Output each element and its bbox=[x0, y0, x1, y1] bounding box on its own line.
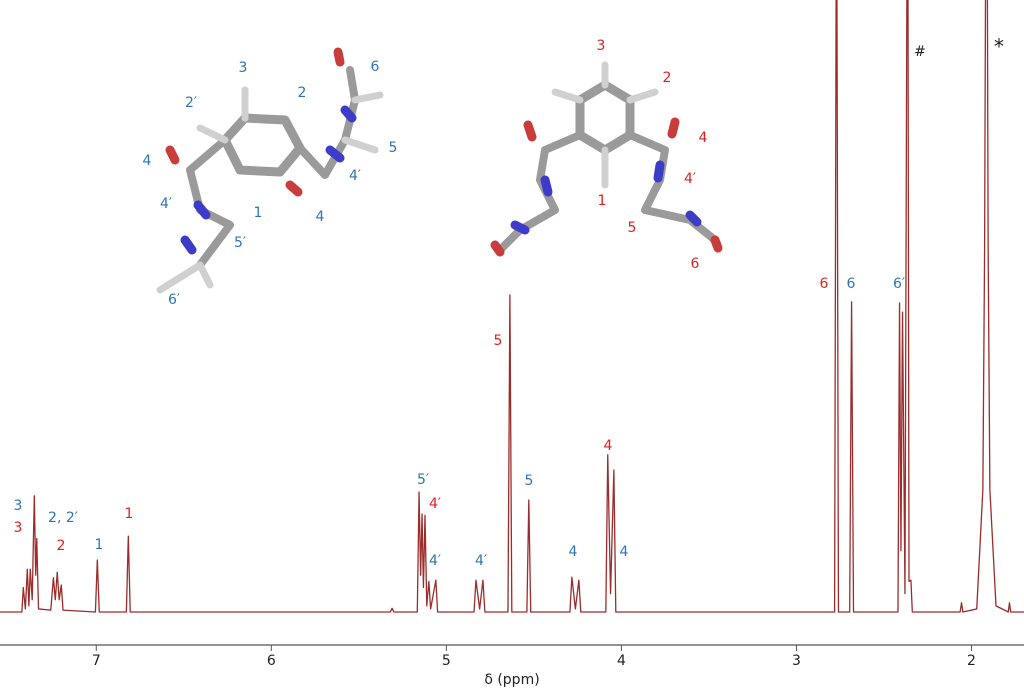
annotation: 4′ bbox=[429, 496, 441, 512]
x-tick-label: 5 bbox=[442, 653, 451, 669]
annotation: 3 bbox=[14, 498, 23, 514]
annotation: 1 bbox=[95, 537, 104, 553]
annotation: 2, 2′ bbox=[48, 510, 78, 526]
annotation: 6 bbox=[691, 256, 700, 272]
annotation: 4 bbox=[604, 438, 613, 454]
annotation: 3 bbox=[14, 520, 23, 536]
annotation: * bbox=[994, 35, 1004, 59]
annotation: 2′ bbox=[185, 95, 197, 111]
annotation: 3 bbox=[239, 60, 248, 76]
annotation: 5 bbox=[525, 473, 534, 489]
annotation: 1 bbox=[598, 193, 607, 209]
annotation: 4′ bbox=[684, 171, 696, 187]
annotation: 4 bbox=[699, 130, 708, 146]
annotation: 4′ bbox=[429, 553, 441, 569]
annotation: 3 bbox=[597, 38, 606, 54]
annotation: 6 bbox=[371, 59, 380, 75]
annotation: 2 bbox=[57, 538, 66, 554]
annotation: 4′ bbox=[475, 553, 487, 569]
molecule-left bbox=[156, 47, 384, 294]
annotation: 1 bbox=[254, 205, 263, 221]
annotation: 5′ bbox=[234, 235, 246, 251]
annotation: 4 bbox=[316, 209, 325, 225]
annotation: 6 bbox=[820, 276, 829, 292]
annotation: 4 bbox=[569, 544, 578, 560]
annotation: # bbox=[914, 44, 926, 60]
annotations: 3 2′ 2 4 4′ 1 5′ 6′ 6 5 4′ 4 3 2 4 4′ 1 … bbox=[14, 35, 1004, 570]
x-tick-label: 4 bbox=[617, 653, 626, 669]
spectrum-line bbox=[0, 0, 1024, 613]
annotation: 5 bbox=[389, 140, 398, 156]
annotation: 4 bbox=[143, 153, 152, 169]
annotation: 6′ bbox=[168, 292, 180, 308]
annotation: 4′ bbox=[160, 196, 172, 212]
annotation: 4 bbox=[620, 544, 629, 560]
annotation: 6′ bbox=[893, 276, 905, 292]
x-tick-label: 2 bbox=[967, 653, 976, 669]
x-tick-label: 3 bbox=[792, 653, 801, 669]
annotation: 6 bbox=[847, 276, 856, 292]
annotation: 2 bbox=[298, 85, 307, 101]
molecule-right bbox=[490, 61, 723, 257]
annotation: 5 bbox=[494, 333, 503, 349]
x-tick-label: 6 bbox=[267, 653, 276, 669]
x-tick-label: 7 bbox=[92, 653, 101, 669]
x-axis-label: δ (ppm) bbox=[484, 672, 539, 688]
annotation: 5′ bbox=[417, 472, 429, 488]
annotation: 2 bbox=[663, 70, 672, 86]
annotation: 4′ bbox=[349, 168, 361, 184]
annotation: 5 bbox=[628, 220, 637, 236]
annotation: 1 bbox=[125, 506, 134, 522]
